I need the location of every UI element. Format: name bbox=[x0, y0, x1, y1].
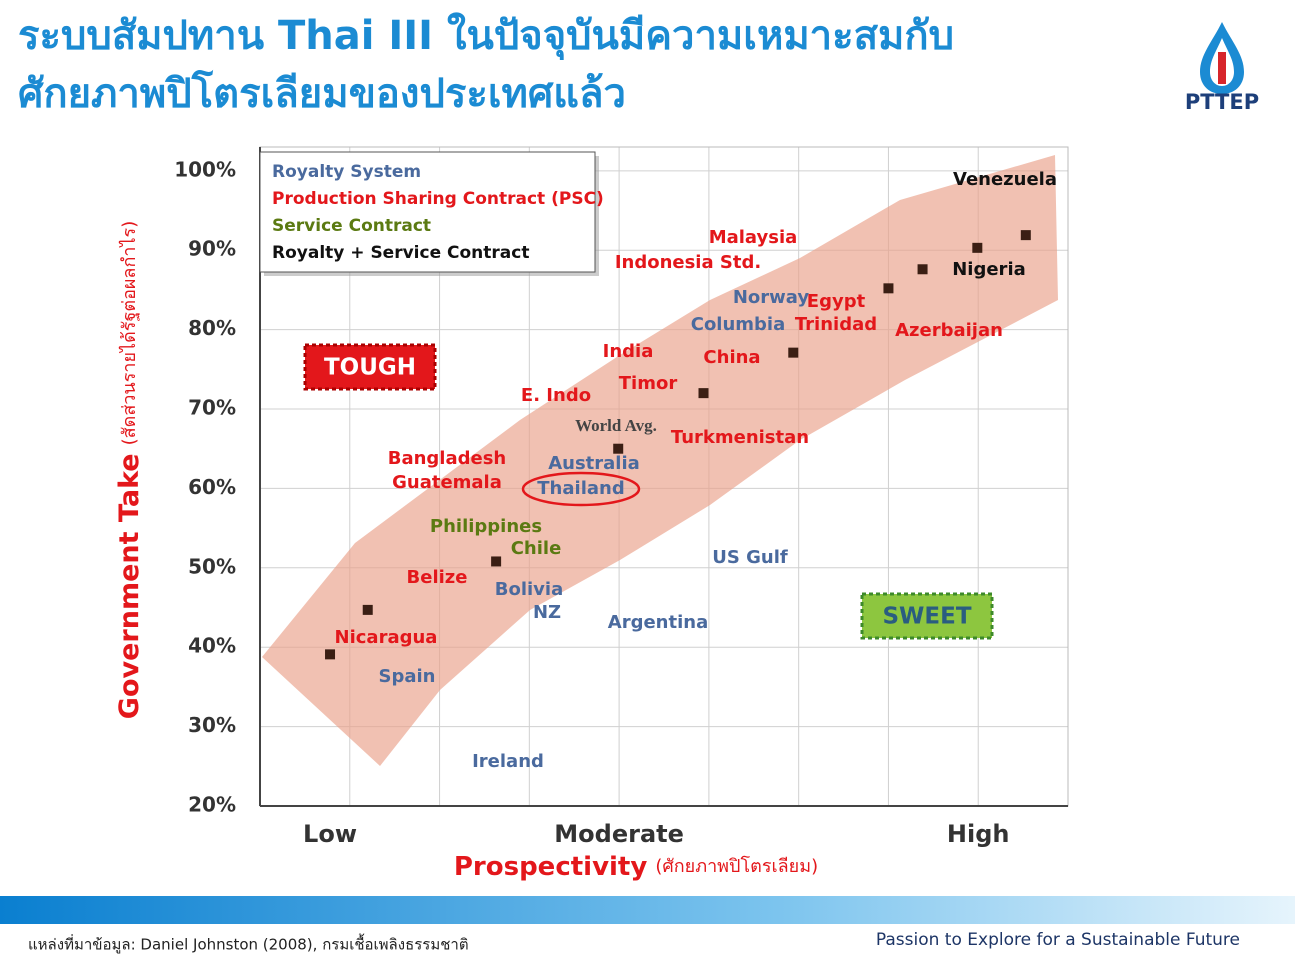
country-label: Trinidad bbox=[795, 314, 877, 335]
point bbox=[917, 264, 928, 275]
point bbox=[972, 242, 983, 253]
x-tick-label: Low bbox=[303, 820, 357, 848]
legend-entry: Service Contract bbox=[272, 216, 431, 236]
x-label-note: (ศักยภาพปิโตรเลียม) bbox=[655, 855, 818, 877]
y-tick-label: 90% bbox=[188, 237, 236, 261]
country-label: Bangladesh bbox=[388, 448, 507, 469]
annotation: TOUGH bbox=[324, 355, 416, 381]
country-label: Argentina bbox=[608, 612, 708, 633]
country-label: Chile bbox=[511, 538, 562, 559]
country-label: Ireland bbox=[472, 751, 544, 772]
logo-text: PTTEP bbox=[1185, 90, 1259, 114]
point bbox=[362, 604, 373, 615]
legend-entry: Royalty System bbox=[272, 162, 421, 182]
y-tick-label: 80% bbox=[188, 316, 236, 340]
country-label: E. Indo bbox=[521, 385, 591, 406]
point bbox=[491, 556, 502, 567]
legend-entry: Production Sharing Contract (PSC) bbox=[272, 189, 604, 209]
tagline: Passion to Explore for a Sustainable Fut… bbox=[876, 930, 1240, 950]
y-tick-label: 40% bbox=[188, 634, 236, 658]
point bbox=[1020, 230, 1031, 241]
x-tick-label: Moderate bbox=[554, 820, 684, 848]
y-tick-label: 100% bbox=[174, 157, 236, 181]
country-label: Australia bbox=[548, 453, 640, 474]
point bbox=[788, 347, 799, 358]
footer-stripe bbox=[0, 896, 1295, 924]
y-axis-label: Government Take (สัดส่วนรายได้รัฐต่อผลกำไ… bbox=[114, 221, 145, 719]
country-label: Bolivia bbox=[495, 579, 563, 600]
annotation-box bbox=[303, 343, 437, 391]
point bbox=[883, 283, 894, 294]
title-line: ระบบสัมปทาน Thai III ในปัจจุบันมีความเหม… bbox=[18, 12, 954, 61]
country-label: Norway bbox=[733, 287, 810, 308]
country-label: Spain bbox=[379, 666, 436, 687]
annotation: World Avg. bbox=[575, 416, 657, 435]
point bbox=[325, 649, 336, 660]
y-tick-label: 20% bbox=[188, 793, 236, 817]
country-label: Turkmenistan bbox=[671, 427, 809, 448]
country-label: Guatemala bbox=[392, 472, 502, 493]
country-label: China bbox=[703, 347, 760, 368]
y-tick-label: 30% bbox=[188, 713, 236, 737]
highlight-ellipse bbox=[521, 471, 641, 507]
country-label: Malaysia bbox=[709, 227, 798, 248]
country-label: Nigeria bbox=[952, 259, 1026, 280]
country-label: Belize bbox=[407, 567, 468, 588]
logo-rig bbox=[1218, 52, 1226, 84]
band bbox=[262, 155, 1058, 766]
y-tick-label: 60% bbox=[188, 475, 236, 499]
annotation-box bbox=[860, 592, 994, 640]
point bbox=[613, 443, 624, 454]
legend bbox=[259, 151, 596, 273]
country-label: Thailand bbox=[537, 478, 624, 499]
country-label: Venezuela bbox=[953, 169, 1057, 190]
country-label: Philippines bbox=[430, 516, 542, 537]
country-label: Timor bbox=[619, 373, 678, 394]
logo: PTTEP bbox=[1185, 22, 1259, 114]
y-tick-label: 50% bbox=[188, 554, 236, 578]
legend-entry: Royalty + Service Contract bbox=[272, 243, 529, 263]
y-label-main: Government Take bbox=[114, 453, 145, 719]
title-line: ศักยภาพปิโตรเลียมของประเทศแล้ว bbox=[18, 70, 626, 117]
x-label-main: Prospectivity bbox=[454, 852, 648, 882]
country-label: US Gulf bbox=[712, 547, 788, 568]
x-tick-label: High bbox=[947, 820, 1010, 848]
point bbox=[698, 388, 709, 399]
source: แหล่งที่มาข้อมูล: Daniel Johnston (2008)… bbox=[28, 934, 469, 954]
country-label: India bbox=[603, 341, 654, 362]
country-label: NZ bbox=[533, 602, 561, 623]
annotation: SWEET bbox=[882, 604, 971, 630]
country-label: Azerbaijan bbox=[895, 320, 1003, 341]
x-axis-label: Prospectivity (ศักยภาพปิโตรเลียม) bbox=[454, 852, 818, 882]
y-tick-label: 70% bbox=[188, 396, 236, 420]
y-label-note: (สัดส่วนรายได้รัฐต่อผลกำไร) bbox=[118, 221, 140, 446]
country-label: Egypt bbox=[807, 291, 866, 312]
country-label: Indonesia Std. bbox=[615, 252, 761, 273]
country-label: Nicaragua bbox=[335, 627, 438, 648]
country-label: Columbia bbox=[691, 314, 786, 335]
